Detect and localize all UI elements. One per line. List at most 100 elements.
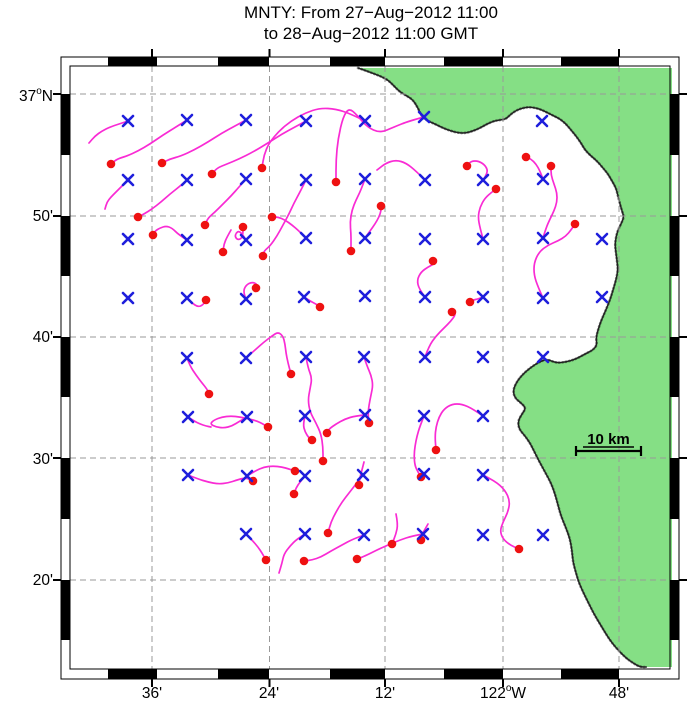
drifter-trajectory bbox=[245, 332, 292, 375]
trajectory-end-dot bbox=[238, 222, 248, 232]
grid-point-x-marker bbox=[121, 114, 135, 128]
drifter-trajectory bbox=[326, 414, 366, 434]
drifter-trajectory bbox=[88, 120, 129, 144]
grid-point-x-marker bbox=[358, 289, 372, 303]
grid-point-x-marker bbox=[358, 231, 372, 245]
trajectory-end-dot bbox=[491, 184, 501, 194]
trajectory-end-dot bbox=[331, 177, 341, 187]
drifter-trajectory bbox=[477, 188, 497, 240]
y-axis-label: 20' bbox=[33, 572, 53, 589]
grid-point-x-marker bbox=[299, 173, 313, 187]
trajectory-end-dot bbox=[267, 212, 277, 222]
drifter-trajectory bbox=[104, 179, 129, 210]
grid-point-x-marker bbox=[180, 113, 194, 127]
scale-bar-label: 10 km bbox=[587, 431, 630, 448]
drifter-trajectory bbox=[482, 474, 520, 550]
grid-point-x-marker bbox=[299, 231, 313, 245]
grid-point-x-marker bbox=[476, 232, 490, 246]
grid-point-x-marker bbox=[535, 114, 549, 128]
grid-point-x-marker bbox=[416, 527, 430, 541]
grid-point-x-marker bbox=[536, 231, 550, 245]
title-line-2: to 28−Aug−2012 11:00 GMT bbox=[263, 24, 479, 43]
axis-labels: 37oN 50' 40' 30' 20' 36' 24' 12' 122oW 48' bbox=[19, 86, 629, 702]
grid-point-x-marker bbox=[476, 409, 490, 423]
drifter-trajectory bbox=[391, 513, 399, 545]
trajectory-end-dot bbox=[346, 246, 356, 256]
trajectory-end-dot bbox=[514, 544, 524, 554]
trajectory-end-dot bbox=[315, 302, 325, 312]
grid-point-x-marker bbox=[181, 468, 195, 482]
drifter-trajectory bbox=[222, 229, 232, 253]
drifter-trajectory bbox=[152, 225, 188, 241]
trajectory-end-dot bbox=[133, 212, 143, 222]
trajectory-end-dot bbox=[258, 251, 268, 261]
grid-point-x-marker bbox=[121, 232, 135, 246]
grid-point-x-marker bbox=[298, 469, 312, 483]
drifter-trajectory bbox=[466, 160, 489, 181]
drifter-trajectory bbox=[161, 119, 247, 164]
grid-point-x-marker bbox=[121, 173, 135, 187]
grid-point-x-marker bbox=[299, 114, 313, 128]
grid-point-x-marker bbox=[595, 232, 609, 246]
trajectory-end-dot bbox=[261, 555, 271, 565]
trajectory-end-dot bbox=[352, 554, 362, 564]
grid-point-x-marker bbox=[239, 113, 253, 127]
axis-ticks bbox=[53, 49, 687, 687]
y-axis-label: 40' bbox=[33, 329, 53, 346]
drifter-trajectory bbox=[356, 533, 424, 560]
frame-bar-right bbox=[670, 458, 679, 519]
grid-point-x-marker bbox=[476, 290, 490, 304]
trajectory-end-dot bbox=[207, 169, 217, 179]
trajectory-end-dot bbox=[521, 152, 531, 162]
drifter-trajectory bbox=[363, 356, 374, 424]
trajectory-end-dot bbox=[323, 528, 333, 538]
trajectory-end-dot bbox=[200, 220, 210, 230]
trajectory-end-dot bbox=[307, 435, 317, 445]
grid-point-x-marker bbox=[180, 173, 194, 187]
drifter-trajectory bbox=[533, 223, 576, 299]
trajectory-end-dot bbox=[218, 247, 228, 257]
trajectory-end-dot bbox=[318, 456, 328, 466]
trajectory-end-dot bbox=[354, 480, 364, 490]
drifter-trajectory bbox=[210, 415, 269, 429]
frame-bar-top bbox=[561, 57, 619, 66]
grid-point-x-marker bbox=[180, 233, 194, 247]
frame-bar-left bbox=[61, 337, 70, 397]
trajectory-end-dot bbox=[286, 369, 296, 379]
grid-point-x-marker bbox=[298, 409, 312, 423]
drifter-trajectory bbox=[327, 474, 364, 534]
frame-bar-left bbox=[61, 216, 70, 276]
title-line-1: MNTY: From 27−Aug−2012 11:00 bbox=[244, 3, 498, 22]
grid-point-x-marker bbox=[239, 172, 253, 186]
trajectory-end-dot bbox=[447, 307, 457, 317]
drifter-trajectory bbox=[110, 119, 188, 165]
drifter-trajectory bbox=[542, 165, 558, 239]
grid-point-x-marker bbox=[299, 350, 313, 364]
drifter-trajectory bbox=[278, 533, 306, 574]
frame-bar-top bbox=[218, 57, 269, 66]
grid-point-x-marker bbox=[417, 110, 431, 124]
trajectory-end-dot bbox=[465, 297, 475, 307]
grid-point-x-marker bbox=[181, 410, 195, 424]
drifter-trajectory bbox=[364, 205, 382, 239]
y-axis-label: 50' bbox=[33, 208, 53, 225]
drifter-trajectory bbox=[271, 216, 307, 239]
trajectory-end-dot bbox=[570, 219, 580, 229]
drifter-trajectory bbox=[261, 107, 366, 169]
grid-point-x-marker bbox=[536, 350, 550, 364]
grid-point-x-marker bbox=[536, 291, 550, 305]
trajectory-end-dot bbox=[148, 230, 158, 240]
trajectory-end-dot bbox=[290, 466, 300, 476]
trajectory-end-dot bbox=[431, 445, 441, 455]
trajectory-end-dot bbox=[364, 418, 374, 428]
frame-bar-bottom bbox=[218, 669, 269, 679]
grid-point-x-marker bbox=[476, 350, 490, 364]
grid-point-x-marker bbox=[121, 291, 135, 305]
grid-point-x-marker bbox=[476, 173, 490, 187]
trajectory-end-dot bbox=[322, 428, 332, 438]
y-axis-label: 30' bbox=[33, 451, 53, 468]
drifter-trajectory bbox=[305, 356, 324, 462]
frame-bar-left bbox=[61, 458, 70, 519]
drifter-trajectory bbox=[376, 159, 426, 181]
